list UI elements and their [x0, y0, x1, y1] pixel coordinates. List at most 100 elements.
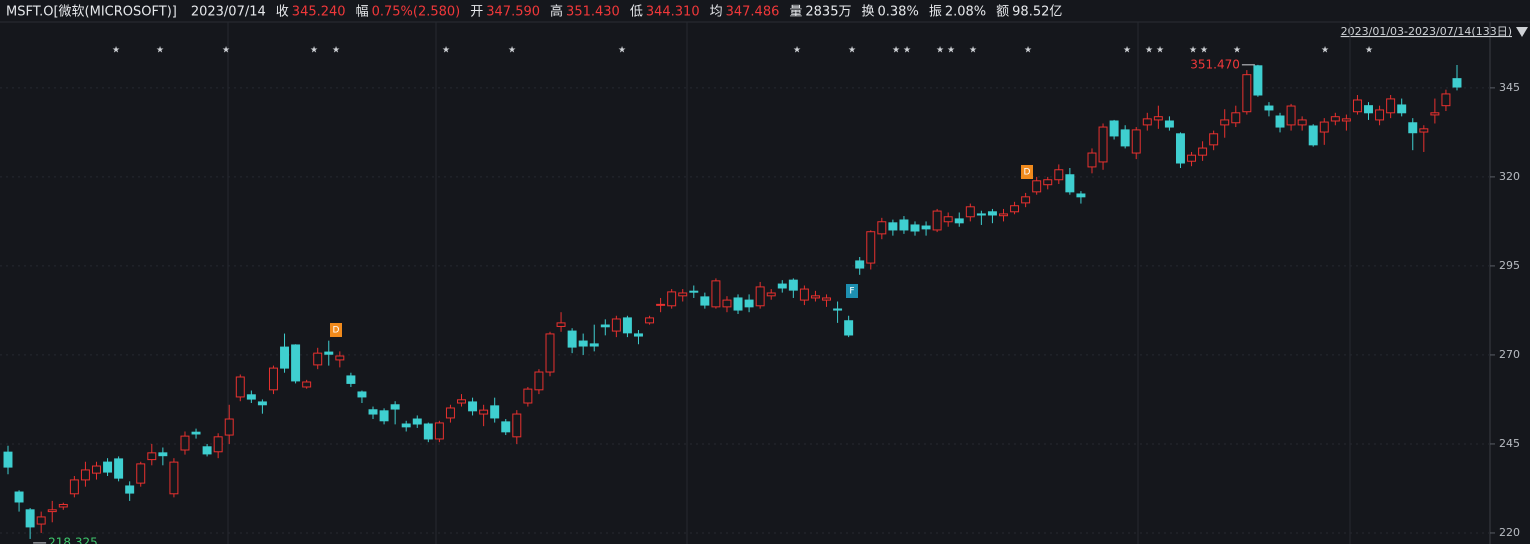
candle-body: [36, 516, 46, 525]
candle-body: [645, 317, 655, 324]
candle-body: [1076, 193, 1086, 198]
event-marker-label: D: [333, 326, 340, 336]
candle-body: [678, 292, 688, 297]
event-star: ★: [1321, 46, 1329, 56]
candle-body: [1231, 112, 1241, 124]
event-star: ★: [848, 46, 856, 56]
candle-body: [799, 288, 809, 301]
candle-body: [667, 291, 677, 307]
header-text: 开: [470, 5, 483, 20]
candle-body: [180, 435, 190, 451]
candle-body: [291, 344, 301, 382]
event-star: ★: [1200, 46, 1208, 56]
candle-body: [1175, 133, 1185, 164]
candle-body: [755, 286, 765, 307]
event-star: ★: [442, 46, 450, 56]
candle-body: [423, 423, 433, 440]
header-text: 0.38%: [878, 5, 919, 20]
candle-body: [357, 391, 367, 398]
candle-body: [202, 446, 212, 455]
candle-body: [766, 292, 776, 297]
candle-body: [401, 423, 411, 428]
event-star: ★: [1365, 46, 1373, 56]
low-label: 218.325: [48, 535, 98, 544]
candle-body: [213, 436, 223, 453]
candle-body: [490, 405, 500, 419]
candle-body: [434, 422, 444, 440]
candle-body: [600, 324, 610, 328]
candle-body: [1087, 152, 1097, 168]
candle-body: [268, 367, 278, 391]
event-star: ★: [1233, 46, 1241, 56]
candle-body: [1021, 196, 1031, 204]
candle-body: [777, 283, 787, 289]
event-star: ★: [112, 46, 120, 56]
candle-body: [1386, 98, 1396, 114]
header-bar: [0, 0, 1530, 22]
header-text: 98.52亿: [1012, 5, 1062, 20]
candle-body: [1441, 93, 1451, 107]
candle-body: [1452, 78, 1462, 88]
candle-body: [965, 206, 975, 218]
candle-body: [1164, 120, 1174, 128]
y-tick-label: 245: [1499, 437, 1520, 450]
candle-body: [943, 216, 953, 223]
candle-body: [390, 404, 400, 410]
candle-body: [822, 297, 832, 301]
event-marker: [846, 284, 858, 298]
candle-body: [1319, 121, 1329, 133]
candle-body: [1286, 105, 1296, 126]
event-marker-label: D: [1024, 168, 1031, 178]
candle-body: [1198, 147, 1208, 156]
candle-body: [932, 210, 942, 231]
candle-body: [1054, 169, 1064, 181]
candle-body: [1242, 74, 1252, 113]
candle-body: [810, 295, 820, 299]
range-dropdown[interactable]: [1516, 27, 1528, 37]
candle-body: [114, 458, 124, 479]
candle-body: [1330, 116, 1340, 122]
candle-body: [1142, 118, 1152, 126]
event-star: ★: [947, 46, 955, 56]
candle-body: [1297, 119, 1307, 126]
candle-body: [147, 452, 157, 461]
event-star: ★: [793, 46, 801, 56]
header-text: 收: [276, 5, 289, 20]
candle-body: [700, 296, 710, 306]
y-tick-label: 345: [1499, 81, 1520, 94]
candle-body: [999, 213, 1008, 217]
candle-body: [622, 317, 632, 334]
header-text: 量: [789, 5, 802, 20]
candle-body: [523, 388, 533, 404]
header-text: 344.310: [646, 5, 700, 20]
candle-body: [25, 509, 35, 528]
candle-body: [445, 407, 455, 419]
header-text: 额: [996, 5, 1009, 20]
candle-body: [733, 297, 743, 311]
header: MSFT.O[微软(MICROSOFT)] 2023/07/14 收 345.240 幅…: [6, 4, 1062, 20]
candle-body: [125, 485, 135, 494]
header-text: MSFT.O[微软(MICROSOFT)]: [6, 5, 177, 20]
event-star: ★: [156, 46, 164, 56]
candle-body: [589, 343, 599, 347]
candle-body: [379, 410, 389, 422]
range-label[interactable]: 2023/01/03-2023/07/14(133日): [1341, 25, 1512, 38]
header-text: 换: [861, 5, 874, 20]
y-tick-label: 295: [1499, 259, 1520, 272]
candle-body: [3, 451, 13, 468]
event-star: ★: [936, 46, 944, 56]
event-star: ★: [892, 46, 900, 56]
event-marker: [1021, 165, 1033, 179]
candle-body: [224, 418, 234, 436]
header-text: 低: [630, 5, 643, 20]
candle-body: [501, 421, 511, 433]
candle-body: [512, 413, 522, 438]
event-star: ★: [508, 46, 516, 56]
header-text: 幅: [356, 5, 369, 20]
candle-body: [545, 333, 555, 373]
candle-body: [457, 399, 466, 404]
candle-body: [910, 224, 920, 232]
header-text: 振: [929, 5, 942, 20]
candle-body: [877, 221, 887, 235]
